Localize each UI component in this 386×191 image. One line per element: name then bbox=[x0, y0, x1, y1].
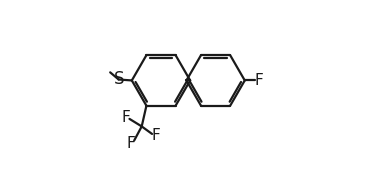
Text: F: F bbox=[151, 128, 160, 143]
Text: S: S bbox=[114, 70, 124, 87]
Text: F: F bbox=[127, 136, 136, 151]
Text: F: F bbox=[121, 110, 130, 125]
Text: F: F bbox=[254, 73, 263, 88]
